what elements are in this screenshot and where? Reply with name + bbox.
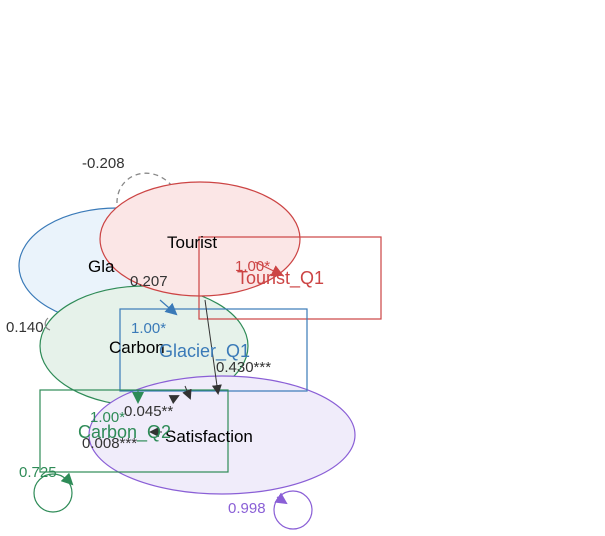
path-arrow-carbon-satisfaction-a <box>182 385 192 400</box>
covariance-arc-glacier-carbon <box>44 317 51 331</box>
coefficient-glacier-carbon-cov: 0.140 <box>6 319 44 336</box>
latent-label-satisfaction: Satisfaction <box>165 427 253 446</box>
loading-value-carbon-q2: 1.00* <box>90 409 125 426</box>
latent-label-tourist: Tourist <box>167 233 217 252</box>
loading-arrow-glacier <box>159 299 178 316</box>
loading-value-tourist-q1: 1.00* <box>235 258 270 275</box>
residual-value-carbon-q2: 0.725 <box>19 464 57 481</box>
covariance-arc-glacier-tourist <box>116 172 173 213</box>
indicator-label-tourist-q1: Tourist_Q1 <box>237 268 324 289</box>
latent-node-satisfaction <box>88 375 356 495</box>
coefficient-tourist-satisfaction: 0.430*** <box>216 359 271 376</box>
residual-loop-carbon-q2 <box>33 473 73 513</box>
loading-arrow-tourist <box>254 261 284 277</box>
coefficient-carbon-satisfaction-b: 0.008*** <box>82 435 137 452</box>
latent-node-tourist <box>99 181 301 297</box>
path-arrow-carbon-satisfaction-b <box>168 395 180 405</box>
latent-label-carbon: Carbon <box>109 338 165 357</box>
indicator-label-carbon-q2: Carbon_Q2 <box>78 422 171 443</box>
residual-value-satisfaction: 0.998 <box>228 500 266 517</box>
coefficient-glacier-tourist-cov: -0.208 <box>82 155 125 172</box>
residual-loop-satisfaction <box>273 490 313 530</box>
indicator-box-tourist-q1 <box>198 236 382 320</box>
coefficient-carbon-satisfaction-a: 0.045** <box>124 403 173 420</box>
latent-label-glacier: Gla <box>88 257 115 276</box>
residual-arrow-carbon-q2 <box>60 472 74 486</box>
coefficient-glacier-satisfaction: 0.207 <box>130 273 168 290</box>
indicator-box-carbon-q2 <box>39 389 229 473</box>
residual-arrow-satisfaction <box>274 492 288 505</box>
indicator-label-glacier-q1: Glacier_Q1 <box>159 341 250 362</box>
path-arrow-glacier-satisfaction <box>204 299 222 395</box>
loading-value-glacier-q1: 1.00* <box>131 320 166 337</box>
